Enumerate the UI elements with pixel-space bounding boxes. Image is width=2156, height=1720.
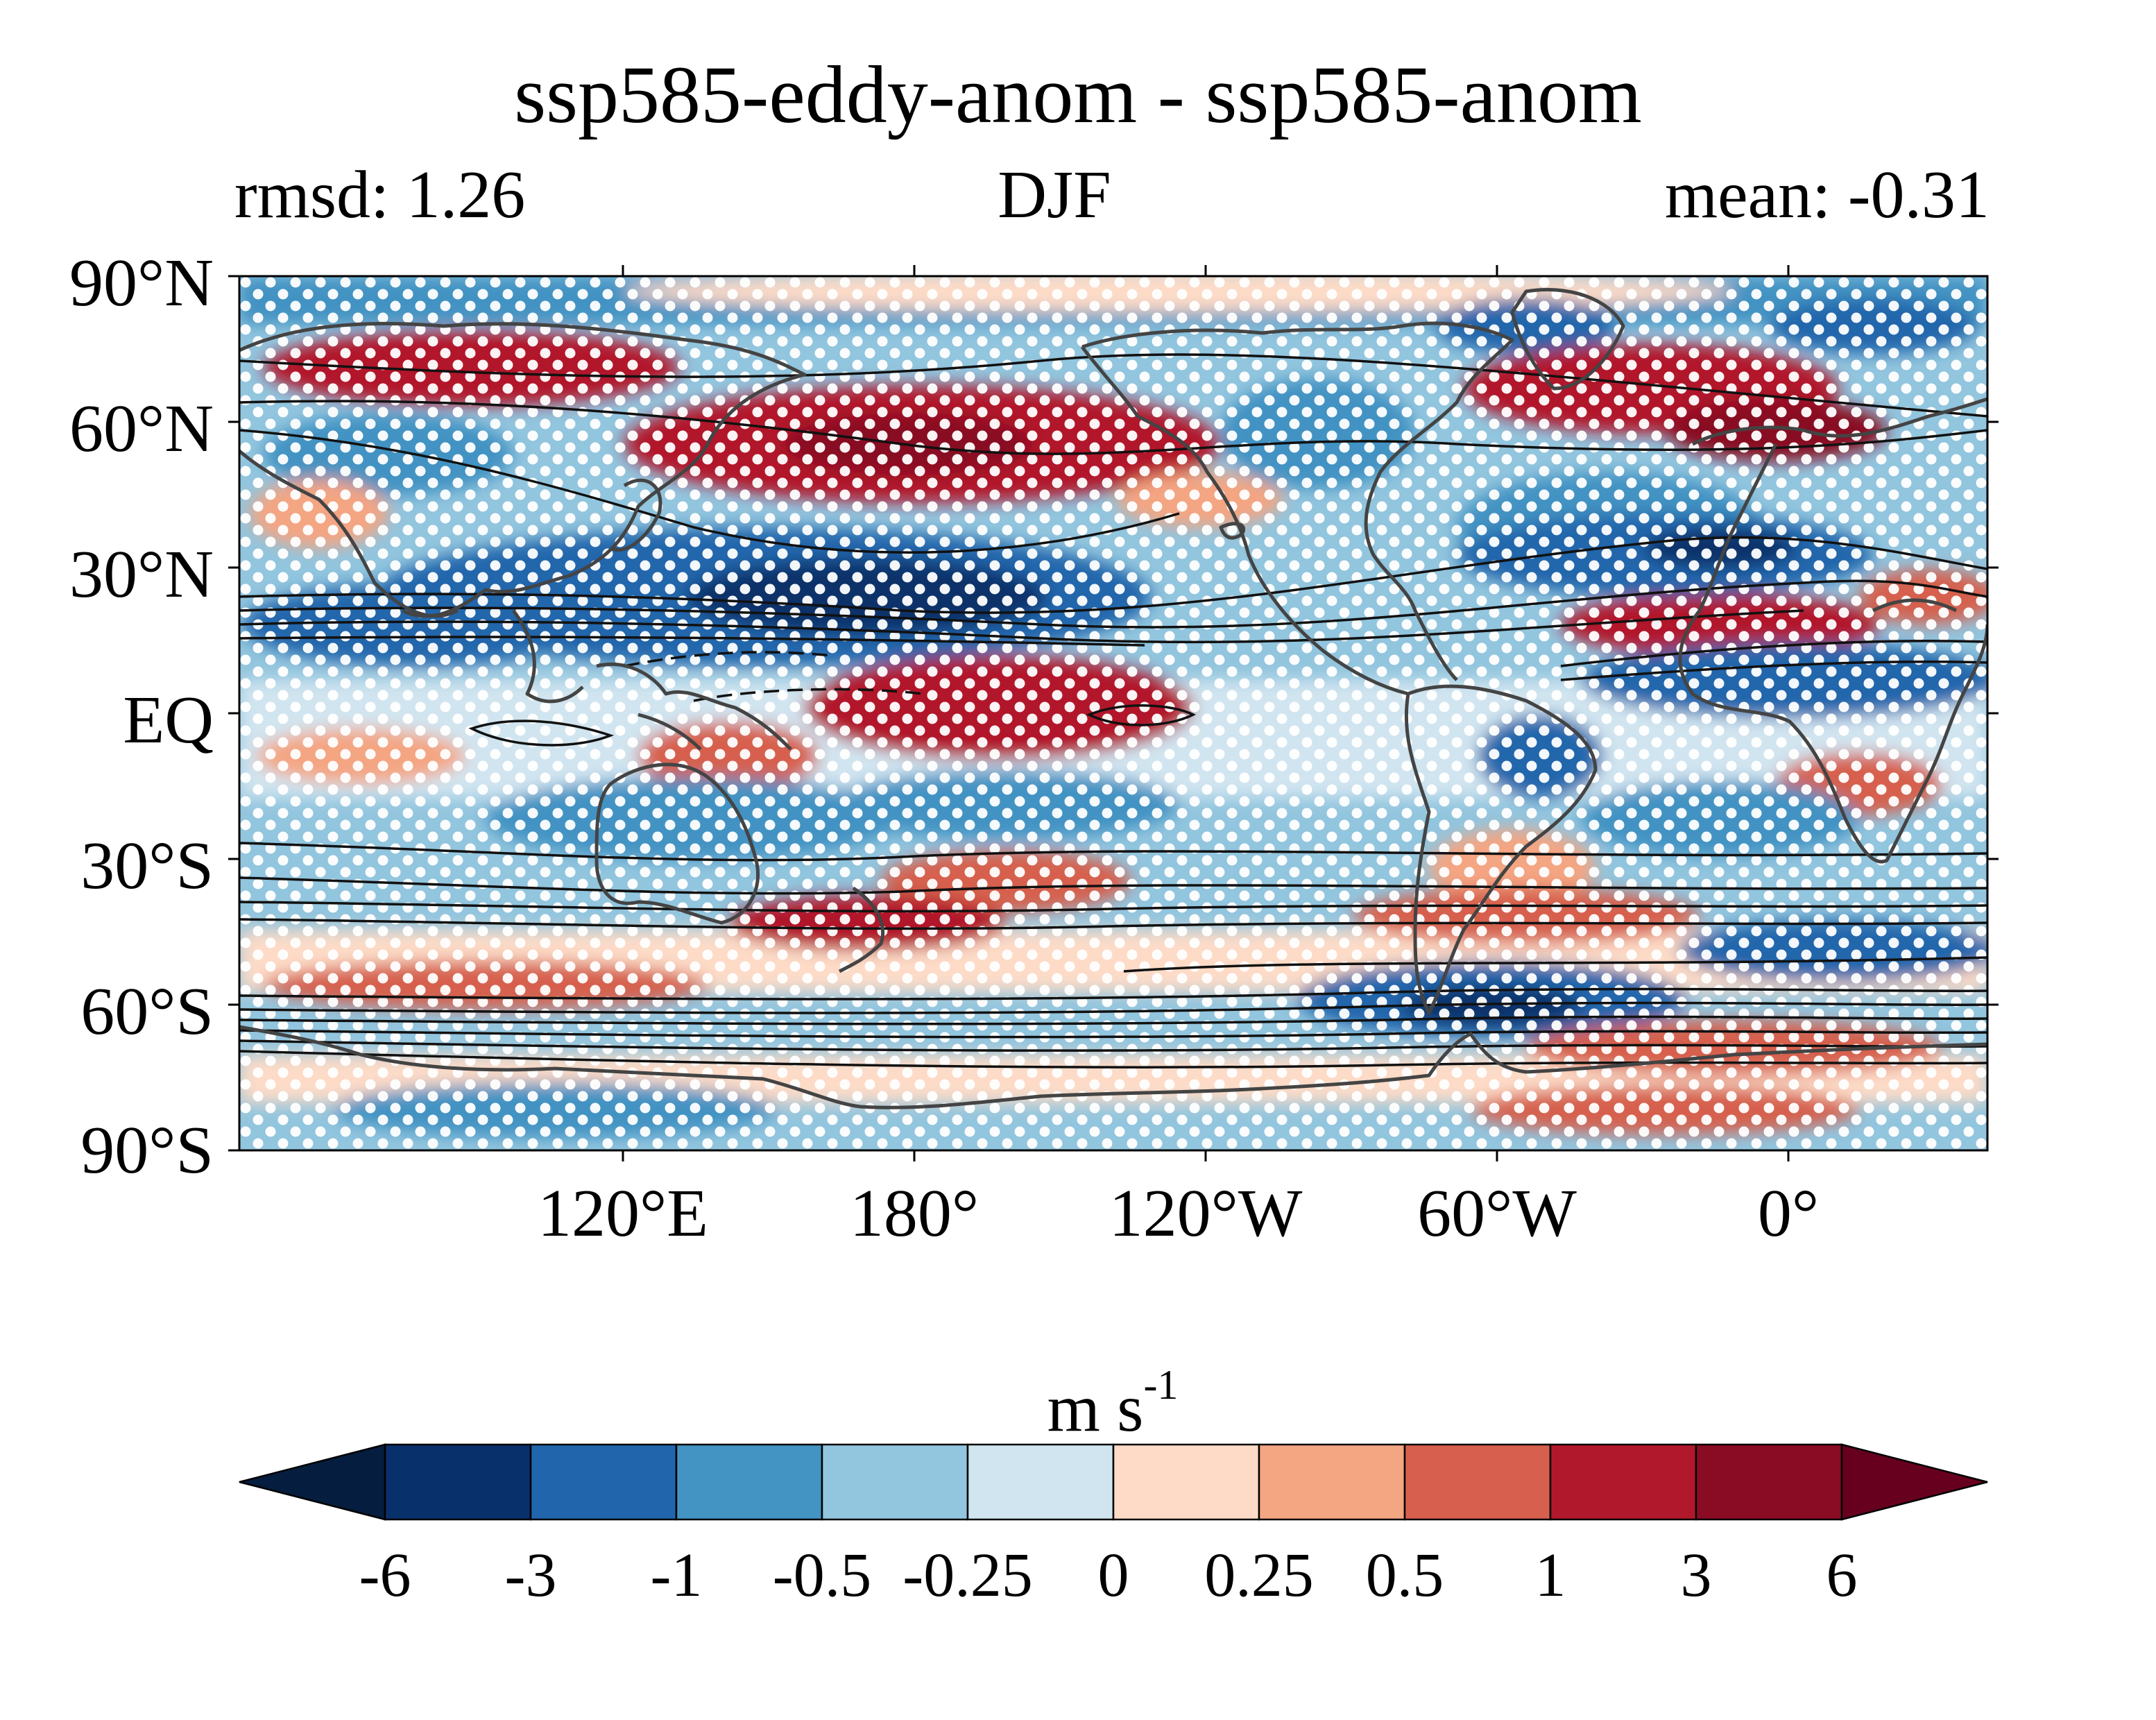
contour-line [239, 536, 1987, 614]
map-axes [228, 265, 1999, 1161]
rmsd-label: rmsd: 1.26 [234, 157, 526, 232]
coastline-segment [838, 886, 885, 973]
coastline-segment [609, 478, 662, 552]
coastline-segment [1219, 522, 1245, 540]
colorbar-tick-label: 1 [1534, 1541, 1566, 1610]
contour-line [239, 636, 1145, 647]
coastline-segment [596, 662, 792, 751]
contour-line [239, 1039, 1987, 1052]
coastline-segment [1081, 346, 1409, 696]
coastline-segment [1872, 598, 1958, 613]
plot-title: ssp585-eddy-anom - ssp585-anom [514, 49, 1642, 140]
x-tick-label-180: 180° [849, 1176, 979, 1251]
colorbar-tick-label: 0.5 [1365, 1541, 1444, 1610]
contour-line [1560, 660, 1987, 681]
contour-line [239, 1001, 1987, 1014]
y-tick-label-eq: EQ [123, 683, 214, 758]
contour-line [239, 1015, 1987, 1025]
map-field [239, 276, 1987, 1150]
contour-line [1086, 704, 1196, 726]
colorbar-swatch [1112, 1443, 1260, 1521]
colorbar-swatch [529, 1443, 678, 1521]
colorbar-swatch [821, 1443, 969, 1521]
mean-label: mean: -0.31 [1664, 157, 1990, 232]
coastline-segment [1510, 287, 1625, 391]
coastline-segment [239, 450, 459, 618]
colorbar-swatch [384, 1443, 532, 1521]
coastline-segment [1678, 443, 1987, 864]
colorbar-units: m s-1 [1047, 1364, 1179, 1442]
contour-line [239, 609, 1804, 644]
colorbar-swatch [966, 1443, 1115, 1521]
contour-line [468, 719, 615, 747]
y-tick-label-30n: 30°N [69, 537, 214, 612]
colorbar-swatch [675, 1443, 823, 1521]
colorbar-swatch [1549, 1443, 1697, 1521]
x-tick-label-60w: 60°W [1417, 1176, 1577, 1251]
contour-line [239, 353, 1987, 418]
x-tick-label-120w: 120°W [1109, 1176, 1303, 1251]
contour-line [239, 429, 1180, 554]
season-label: DJF [998, 157, 1111, 232]
y-tick-label-90n: 90°N [69, 246, 214, 321]
coastline-segment [1404, 684, 1598, 1015]
colorbar-tick-label: -1 [650, 1541, 703, 1610]
colorbar-swatch [1403, 1443, 1552, 1521]
colorbar-tick-label: 0 [1097, 1541, 1129, 1610]
contour-line [239, 1050, 1987, 1068]
coastline-segment [594, 763, 760, 925]
colorbar [239, 1443, 1988, 1521]
y-tick-label-60s: 60°S [80, 974, 214, 1049]
x-tick-label-120e: 120°E [537, 1176, 709, 1251]
contour-line-negative [624, 651, 833, 667]
colorbar-swatch [1695, 1443, 1843, 1521]
colorbar-under-extension [239, 1443, 386, 1521]
colorbar-tick-label: -6 [359, 1541, 411, 1610]
coastline-segment [1691, 397, 1987, 446]
contour-line [239, 1029, 1987, 1039]
contour-line [239, 918, 1987, 930]
colorbar-tick-label: -0.25 [902, 1541, 1033, 1610]
coastline-segment [239, 321, 807, 618]
y-tick-label-60n: 60°N [69, 391, 214, 466]
x-tick-label-0: 0° [1757, 1176, 1820, 1251]
contour-line [1560, 640, 1987, 667]
contour-line [239, 901, 1987, 913]
units-exponent: -1 [1143, 1362, 1179, 1408]
colorbar-tick-label: 6 [1826, 1541, 1858, 1610]
units-base: m s [1047, 1371, 1144, 1446]
y-tick-label-90s: 90°S [80, 1113, 214, 1188]
contour-line [1123, 956, 1987, 973]
y-tick-label-30s: 30°S [80, 828, 214, 903]
coastline-segment [511, 609, 584, 704]
coastlines [239, 287, 1987, 1109]
colorbar-tick-label: -0.5 [772, 1541, 872, 1610]
climatology-contours [239, 353, 1987, 1068]
significance-stippling [239, 276, 1987, 1150]
contour-line [239, 579, 1987, 629]
contour-line [239, 987, 1987, 1001]
colorbar-tick-label: 3 [1680, 1541, 1712, 1610]
coastline-segment [638, 713, 702, 751]
contour-line [239, 876, 1987, 895]
colorbar-tick-label: 0.25 [1204, 1541, 1314, 1610]
colorbar-swatch [1258, 1443, 1406, 1521]
contour-line [239, 842, 1987, 862]
colorbar-tick-label: -3 [504, 1541, 557, 1610]
coastline-segment [1081, 321, 1514, 681]
coastline-segment [239, 1025, 1987, 1109]
contour-line [239, 400, 1987, 455]
colorbar-over-extension [1840, 1443, 1988, 1521]
contour-line-negative [693, 688, 923, 702]
